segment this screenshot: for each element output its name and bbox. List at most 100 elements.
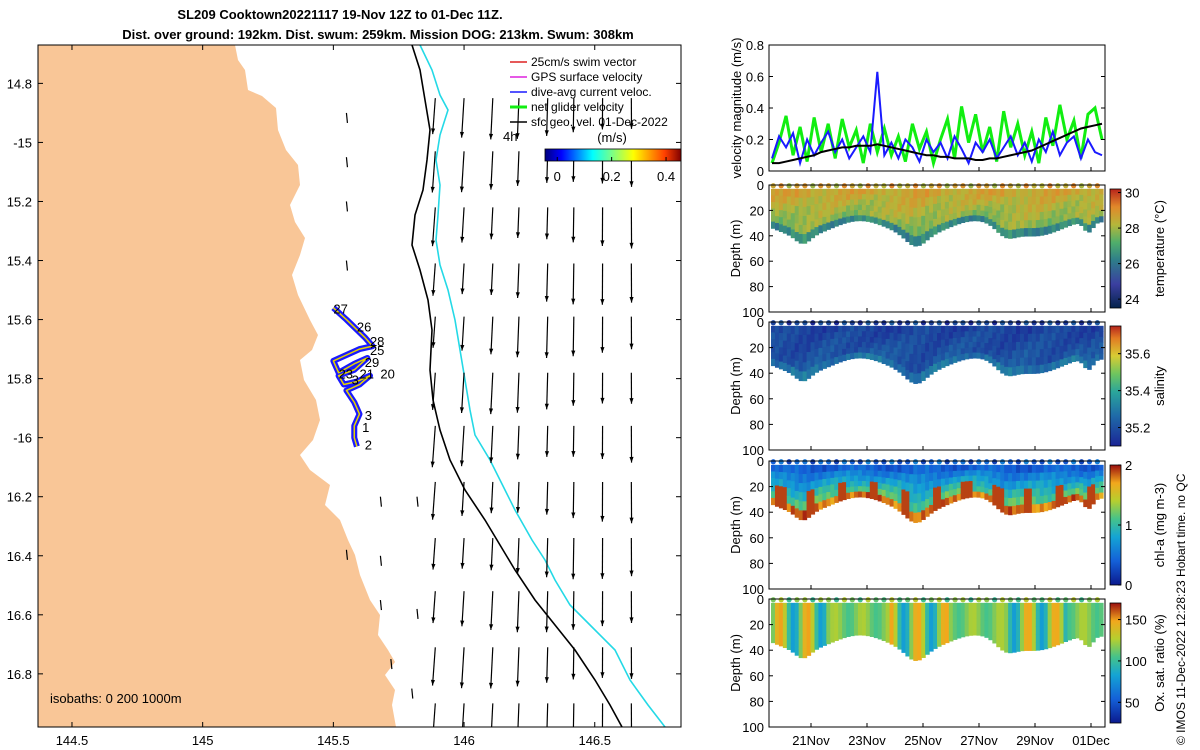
section-cell — [917, 198, 922, 209]
section-cell — [814, 625, 820, 635]
section-cell — [889, 216, 895, 224]
section-cell — [1083, 346, 1088, 355]
section-cell — [790, 342, 796, 352]
section-cell — [1027, 349, 1033, 359]
section-cell — [1087, 493, 1092, 502]
section-cell — [877, 608, 883, 616]
surface-sample-dot — [1094, 459, 1100, 465]
section-cell — [956, 337, 962, 344]
section-cell — [1016, 325, 1021, 335]
surface-sample-dot — [984, 459, 990, 465]
surface-sample-dot — [999, 320, 1006, 326]
section-cell — [909, 363, 914, 374]
section-cell — [913, 464, 918, 476]
surface-sample-dot — [920, 183, 927, 189]
surface-sample-dot — [976, 459, 982, 465]
section-cell — [964, 188, 970, 195]
section-cell — [1023, 464, 1029, 474]
section-cell — [1083, 471, 1088, 480]
section-cell — [1079, 200, 1084, 208]
surface-sample-dot — [897, 320, 903, 326]
section-cell — [1000, 634, 1005, 643]
section-cell — [972, 194, 978, 201]
section-cell — [810, 602, 816, 612]
section-cell — [854, 336, 859, 343]
section-cell — [877, 331, 883, 339]
section-cell — [905, 464, 910, 475]
section-cell — [1004, 358, 1009, 368]
section-cell — [1008, 213, 1013, 223]
section-cell — [822, 624, 827, 632]
section-cell — [885, 477, 891, 486]
section-cell — [1023, 188, 1029, 198]
surface-sample-dot — [778, 320, 784, 326]
section-cell — [838, 349, 843, 357]
section-cell — [937, 500, 942, 509]
section-cell — [802, 188, 808, 199]
section-cell — [937, 188, 942, 197]
section-cell — [944, 609, 950, 617]
section-cell — [850, 325, 855, 332]
section-cell — [810, 205, 816, 214]
section-cell — [814, 503, 820, 512]
section-cell — [1075, 211, 1080, 219]
section-cell — [952, 212, 958, 220]
section-cell — [1027, 204, 1033, 213]
section-cell — [929, 228, 934, 238]
section-cell — [909, 464, 914, 475]
section-cell — [771, 602, 776, 611]
section-cell — [968, 613, 974, 620]
section-cell — [996, 624, 1001, 633]
section-cell — [782, 617, 788, 626]
section-cell — [1055, 478, 1061, 487]
section-cell — [964, 216, 970, 223]
section-cell — [893, 602, 899, 611]
section-colorbar-label: salinity — [1152, 366, 1167, 406]
section-cell — [802, 234, 808, 244]
section-cell — [964, 336, 970, 343]
current-arrow-head — [571, 673, 576, 680]
current-arrow-shaft — [572, 591, 575, 630]
section-cell — [1008, 205, 1013, 215]
section-cell — [909, 325, 914, 336]
section-cell — [1016, 643, 1021, 652]
section-cell — [1099, 492, 1104, 499]
section-cell — [885, 615, 891, 624]
section-cell — [948, 496, 954, 504]
section-cell — [976, 352, 982, 359]
section-cell — [976, 602, 982, 609]
section-cell — [842, 354, 847, 362]
section-cell — [1047, 210, 1053, 219]
section-cell — [806, 197, 812, 207]
section-cell — [798, 197, 804, 208]
section-cell — [1075, 206, 1080, 213]
section-cell — [1047, 602, 1053, 611]
section-cell — [1071, 218, 1076, 225]
section-cell — [905, 473, 910, 484]
section-cell — [822, 354, 827, 362]
isobath-1000m — [419, 45, 666, 727]
section-cell — [1008, 602, 1013, 612]
section-cell — [774, 616, 780, 625]
section-cell — [877, 188, 883, 196]
section-cell — [1004, 205, 1009, 214]
section-cell — [913, 354, 918, 365]
section-cell — [1091, 615, 1096, 623]
section-cell — [1063, 477, 1069, 485]
section-colorbar — [1109, 325, 1122, 447]
section-cell — [901, 358, 906, 368]
section-cell — [782, 464, 788, 473]
section-cell — [1016, 212, 1021, 222]
section-cell — [771, 195, 776, 203]
section-cell — [925, 188, 930, 198]
section-cell — [933, 602, 938, 612]
track-day-label: 21 — [360, 367, 374, 382]
time-tick-label: 01Dec — [1072, 733, 1110, 748]
section-cell — [798, 325, 804, 336]
section-cell — [822, 609, 827, 618]
section-cell — [798, 215, 804, 226]
current-arrow-head — [600, 123, 605, 130]
surface-sample-dot — [984, 183, 990, 189]
surface-sample-dot — [857, 459, 863, 465]
